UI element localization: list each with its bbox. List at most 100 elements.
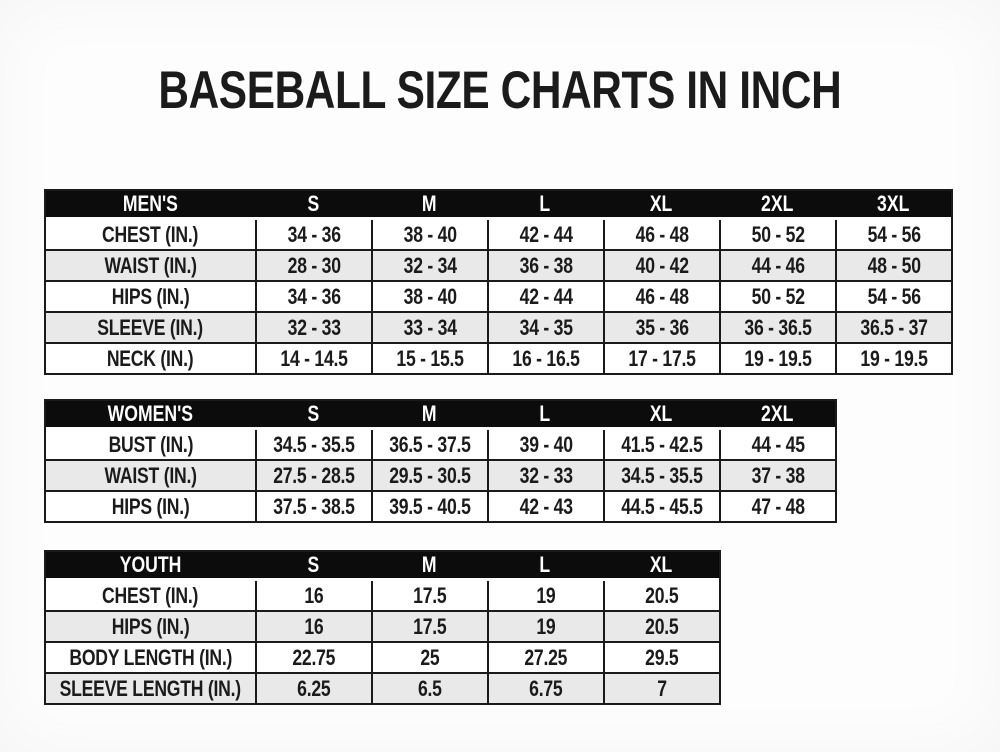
value-cell: 44 - 46 (719, 251, 835, 280)
value-cell-text: 32 - 33 (287, 314, 341, 340)
table-row: HIPS (IN.) 34 - 36 38 - 40 42 - 44 46 - 48 50… (46, 280, 951, 311)
row-label: SLEEVE LENGTH (IN.) (46, 674, 255, 703)
row-label-text: HIPS (IN.) (111, 283, 190, 309)
row-label-text: NECK (IN.) (107, 345, 194, 371)
table-header-row: YOUTH S M L XL (46, 552, 719, 581)
row-label: WAIST (IN.) (46, 251, 255, 280)
value-cell: 46 - 48 (603, 282, 719, 311)
column-header: L (487, 552, 603, 578)
value-cell: 20.5 (603, 581, 719, 610)
value-cell: 36 - 36.5 (719, 313, 835, 342)
value-cell: 29.5 - 30.5 (371, 461, 487, 490)
value-cell: 37.5 - 38.5 (255, 492, 371, 521)
page-title: BASEBALL SIZE CHARTS IN INCH (158, 61, 842, 120)
table-row: CHEST (IN.) 16 17.5 19 20.5 (46, 581, 719, 610)
column-header: XL (603, 401, 719, 427)
value-cell-text: 19 - 19.5 (744, 345, 812, 371)
column-header-text: 2XL (760, 401, 794, 426)
value-cell-text: 36 - 38 (519, 252, 573, 278)
row-label-text: HIPS (IN.) (111, 493, 190, 519)
value-cell: 54 - 56 (835, 282, 951, 311)
value-cell: 34.5 - 35.5 (255, 430, 371, 459)
value-cell-text: 29.5 (645, 644, 679, 670)
table-header-row: WOMEN'S S M L XL 2XL (46, 401, 835, 430)
column-header: M (371, 401, 487, 427)
size-table-mens: MEN'S S M L XL 2XL 3XL CHEST (IN.) 34 - 36 38 - 4… (44, 189, 953, 375)
table-name: YOUTH (46, 552, 255, 578)
column-header-text: XL (649, 191, 673, 216)
value-cell-text: 46 - 48 (635, 221, 689, 247)
value-cell: 48 - 50 (835, 251, 951, 280)
value-cell-text: 44.5 - 45.5 (621, 493, 703, 519)
value-cell-text: 17.5 (413, 613, 447, 639)
column-header: 2XL (719, 401, 835, 427)
value-cell-text: 27.5 - 28.5 (273, 462, 355, 488)
table-name: MEN'S (46, 191, 255, 217)
value-cell-text: 38 - 40 (403, 283, 457, 309)
row-label: NECK (IN.) (46, 344, 255, 373)
column-header: 2XL (719, 191, 835, 217)
value-cell: 50 - 52 (719, 282, 835, 311)
column-header-text: 3XL (876, 191, 910, 216)
column-header-text: XL (649, 401, 673, 426)
value-cell-text: 15 - 15.5 (396, 345, 464, 371)
value-cell: 42 - 43 (487, 492, 603, 521)
value-cell: 35 - 36 (603, 313, 719, 342)
value-cell-text: 37.5 - 38.5 (273, 493, 355, 519)
value-cell-text: 16 (304, 582, 324, 608)
column-header-text: L (539, 401, 551, 426)
value-cell-text: 20.5 (645, 613, 679, 639)
value-cell-text: 16 (304, 613, 324, 639)
row-label-text: WAIST (IN.) (104, 462, 197, 488)
value-cell: 32 - 34 (371, 251, 487, 280)
value-cell-text: 6.5 (418, 675, 442, 701)
value-cell: 19 (487, 581, 603, 610)
row-label-text: BUST (IN.) (108, 431, 193, 457)
table-name-text: MEN'S (122, 191, 179, 216)
table-name-text: WOMEN'S (107, 401, 194, 426)
value-cell-text: 44 - 45 (751, 431, 805, 457)
value-cell: 19 (487, 612, 603, 641)
value-cell-text: 25 (420, 644, 440, 670)
value-cell: 27.25 (487, 643, 603, 672)
value-cell: 47 - 48 (719, 492, 835, 521)
row-label-text: BODY LENGTH (IN.) (69, 644, 232, 670)
value-cell-text: 34 - 35 (519, 314, 573, 340)
value-cell: 54 - 56 (835, 220, 951, 249)
value-cell: 27.5 - 28.5 (255, 461, 371, 490)
column-header-text: XL (649, 552, 673, 577)
value-cell-text: 28 - 30 (287, 252, 341, 278)
value-cell-text: 20.5 (645, 582, 679, 608)
value-cell: 34.5 - 35.5 (603, 461, 719, 490)
value-cell: 16 (255, 612, 371, 641)
value-cell-text: 36 - 36.5 (744, 314, 812, 340)
value-cell-text: 36.5 - 37.5 (389, 431, 471, 457)
column-header: XL (603, 191, 719, 217)
page-title-container: BASEBALL SIZE CHARTS IN INCH (0, 64, 1000, 117)
row-label: HIPS (IN.) (46, 612, 255, 641)
column-header-text: L (539, 552, 551, 577)
value-cell-text: 34 - 36 (287, 221, 341, 247)
column-header-text: M (421, 401, 437, 426)
value-cell: 16 (255, 581, 371, 610)
value-cell-text: 6.25 (297, 675, 331, 701)
row-label: HIPS (IN.) (46, 492, 255, 521)
value-cell: 32 - 33 (255, 313, 371, 342)
value-cell-text: 46 - 48 (635, 283, 689, 309)
row-label: CHEST (IN.) (46, 220, 255, 249)
table-row: SLEEVE LENGTH (IN.) 6.25 6.5 6.75 7 (46, 672, 719, 703)
column-header-text: L (539, 191, 551, 216)
column-header-text: S (307, 191, 319, 216)
value-cell: 20.5 (603, 612, 719, 641)
value-cell-text: 7 (657, 675, 667, 701)
value-cell-text: 42 - 44 (519, 221, 573, 247)
row-label-text: WAIST (IN.) (104, 252, 197, 278)
value-cell: 37 - 38 (719, 461, 835, 490)
value-cell: 14 - 14.5 (255, 344, 371, 373)
value-cell-text: 29.5 - 30.5 (389, 462, 471, 488)
value-cell-text: 50 - 52 (751, 283, 805, 309)
value-cell-text: 41.5 - 42.5 (621, 431, 703, 457)
value-cell-text: 54 - 56 (867, 221, 921, 247)
value-cell: 42 - 44 (487, 282, 603, 311)
